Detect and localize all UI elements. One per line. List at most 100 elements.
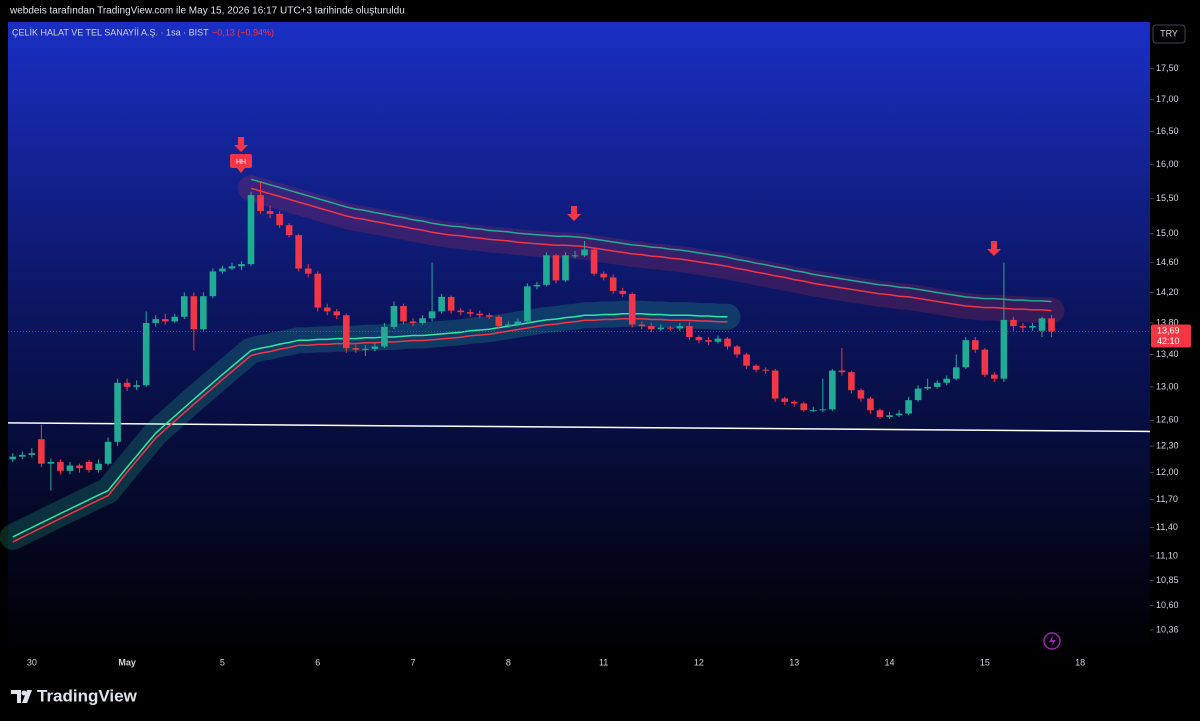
x-tick-label: 7 xyxy=(411,657,416,667)
candle-body xyxy=(304,268,312,274)
y-tick-label: 12,00 xyxy=(1156,467,1179,477)
candle-body xyxy=(724,338,731,347)
candle-body xyxy=(952,367,960,379)
candle-body xyxy=(285,225,293,236)
candle-body xyxy=(562,255,569,281)
candle-body xyxy=(390,306,398,327)
y-tick-label: 15,00 xyxy=(1156,228,1179,238)
price-change: −0,13 (−0,94%) xyxy=(212,27,274,37)
overlay-line xyxy=(12,312,728,538)
candle-body xyxy=(962,340,970,368)
candle-body xyxy=(752,365,760,370)
candle-body xyxy=(200,296,207,330)
candle-body xyxy=(771,370,779,399)
currency-box[interactable] xyxy=(1152,24,1186,44)
candle-body xyxy=(1000,319,1008,379)
candle-body xyxy=(905,400,912,414)
candle-body xyxy=(590,249,598,274)
y-tick-label: 13,80 xyxy=(1156,317,1179,327)
candle-body xyxy=(914,388,922,401)
candle-body xyxy=(352,348,360,350)
last-price-box xyxy=(1151,324,1191,348)
overlay-edge xyxy=(250,178,1052,303)
x-tick-label: 30 xyxy=(27,657,37,667)
y-tick-label: 11,10 xyxy=(1156,550,1178,560)
candle-body xyxy=(1029,326,1036,328)
candle-body xyxy=(505,324,512,327)
symbol-title: ÇELİK HALAT VE TEL SANAYİİ A.Ş. · 1sa · … xyxy=(12,27,209,37)
candle-body xyxy=(323,307,331,312)
candle-body xyxy=(381,326,388,347)
candle-body xyxy=(743,354,750,366)
x-tick-label: 5 xyxy=(220,657,225,667)
candle-body xyxy=(924,386,931,389)
currency[interactable]: TRY xyxy=(1160,28,1178,38)
x-tick-label: 6 xyxy=(315,657,320,667)
y-tick-label: 11,70 xyxy=(1156,494,1178,504)
candle-body xyxy=(609,277,617,291)
candle-body xyxy=(838,370,846,373)
candle-body xyxy=(867,398,874,411)
y-tick-label: 14,60 xyxy=(1156,257,1179,267)
candle-body xyxy=(543,255,550,285)
candle-body xyxy=(47,461,55,464)
alert-icon[interactable] xyxy=(1043,632,1061,650)
candle-body xyxy=(848,372,855,391)
candle-body xyxy=(238,264,245,267)
candle-body xyxy=(209,271,217,297)
candle-body xyxy=(419,318,426,323)
candle-body xyxy=(66,465,74,471)
candle-body xyxy=(533,284,541,287)
candle-body xyxy=(657,327,665,330)
countdown: 42:10 xyxy=(1157,336,1180,346)
candle-body xyxy=(781,398,788,402)
last-price-label: 13,69 xyxy=(1157,325,1180,335)
candle-body xyxy=(1010,319,1017,327)
candle-body xyxy=(857,390,865,399)
candle-body xyxy=(762,369,769,371)
candle-body xyxy=(266,211,274,214)
y-tick-label: 10,36 xyxy=(1156,624,1179,634)
candle-body xyxy=(628,293,636,325)
candle-body xyxy=(57,461,64,471)
candle-body xyxy=(295,235,302,269)
candle-body xyxy=(581,249,588,256)
x-tick-label: 18 xyxy=(1075,657,1085,667)
candle-body xyxy=(247,195,255,265)
overlay-edge xyxy=(12,317,728,543)
x-tick-label: 11 xyxy=(599,657,608,667)
candle-body xyxy=(142,322,150,386)
candle-body xyxy=(495,316,503,327)
candle-body xyxy=(476,313,484,316)
trendline xyxy=(7,422,1151,433)
candle-body xyxy=(695,337,703,341)
y-tick-label: 13,40 xyxy=(1156,349,1179,359)
candle-body xyxy=(466,312,474,314)
candle-body xyxy=(171,316,179,322)
candle-body xyxy=(400,306,407,322)
candle-body xyxy=(790,401,798,404)
x-tick-label: 13 xyxy=(789,657,799,667)
candle-body xyxy=(161,319,169,322)
candle-body xyxy=(333,311,341,316)
y-tick-label: 17,50 xyxy=(1156,63,1179,73)
alert-bolt[interactable] xyxy=(1049,635,1056,647)
candle-body xyxy=(809,410,817,412)
y-tick-label: 12,30 xyxy=(1156,441,1179,451)
candle-body xyxy=(114,382,121,442)
overlay-line xyxy=(250,187,1052,312)
candle-body xyxy=(9,456,17,460)
candle-body xyxy=(1019,326,1027,328)
candle-body xyxy=(133,385,140,387)
signal-label: HH xyxy=(236,159,246,166)
y-tick-label: 16,50 xyxy=(1156,126,1179,136)
y-tick-label: 15,50 xyxy=(1156,193,1179,203)
candle-body xyxy=(181,296,188,317)
candle-body xyxy=(85,461,93,470)
candle-body xyxy=(619,290,626,294)
candle-body xyxy=(190,296,198,330)
candle-body xyxy=(457,310,464,313)
candle-body xyxy=(343,315,350,349)
